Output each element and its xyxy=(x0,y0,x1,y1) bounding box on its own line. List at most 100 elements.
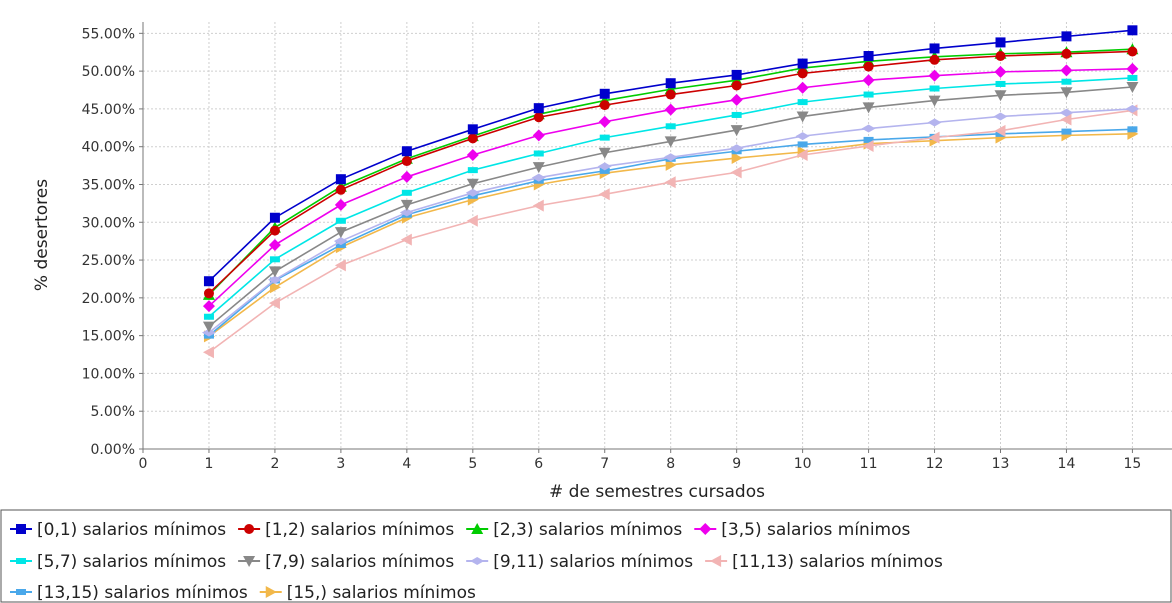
data-point xyxy=(929,54,940,65)
data-point xyxy=(533,150,544,157)
legend: [0,1) salarios mínimos [1,2) salarios mín… xyxy=(10,520,943,603)
data-point xyxy=(203,288,214,299)
data-point xyxy=(268,266,281,278)
data-point xyxy=(531,173,546,182)
data-point xyxy=(532,129,545,142)
x-tick-label: 9 xyxy=(732,456,741,472)
data-point xyxy=(863,136,874,143)
series-8 xyxy=(202,104,1138,359)
y-tick-label: 25.00% xyxy=(82,253,135,269)
y-axis-title: % desertores xyxy=(32,179,52,291)
data-point xyxy=(797,99,808,106)
y-tick-label: 20.00% xyxy=(82,291,135,307)
data-point xyxy=(665,123,676,130)
data-point xyxy=(466,149,479,162)
data-point xyxy=(334,198,347,211)
legend-marker xyxy=(265,586,277,598)
data-point xyxy=(467,124,478,135)
data-point xyxy=(665,89,676,100)
legend-marker xyxy=(710,555,722,567)
series-6 xyxy=(202,81,1139,333)
data-point xyxy=(599,88,610,99)
data-point xyxy=(1061,48,1072,59)
y-tick-label: 10.00% xyxy=(82,366,135,382)
data-point xyxy=(599,167,610,174)
x-tick-label: 13 xyxy=(992,456,1010,472)
data-point xyxy=(1061,128,1072,135)
y-tick-label: 45.00% xyxy=(82,102,135,118)
data-point xyxy=(995,51,1006,62)
data-point xyxy=(862,74,875,87)
y-tick-label: 15.00% xyxy=(82,329,135,345)
data-point xyxy=(335,174,346,185)
data-point xyxy=(202,300,215,313)
data-point xyxy=(202,346,214,359)
data-point xyxy=(269,225,280,236)
x-tick-label: 7 xyxy=(600,456,609,472)
series-1 xyxy=(203,25,1138,287)
data-point xyxy=(665,158,677,171)
y-tick-label: 55.00% xyxy=(82,26,135,42)
data-point xyxy=(401,146,412,157)
series-5 xyxy=(203,74,1138,320)
y-tick-label: 5.00% xyxy=(91,404,135,420)
data-point xyxy=(927,118,942,127)
legend-box xyxy=(0,509,1172,603)
data-point xyxy=(201,328,216,337)
data-point xyxy=(731,80,742,91)
data-point xyxy=(796,149,808,162)
data-point xyxy=(1060,87,1073,99)
data-point xyxy=(203,276,214,287)
data-point xyxy=(663,153,678,162)
legend-label: [0,1) salarios mínimos xyxy=(37,520,226,540)
x-tick-label: 10 xyxy=(794,456,812,472)
legend-item: [13,15) salarios mínimos xyxy=(10,583,248,603)
legend-item: [2,3) salarios mínimos xyxy=(466,520,682,540)
data-point xyxy=(994,90,1007,102)
data-point xyxy=(861,124,876,133)
y-tick-label: 30.00% xyxy=(82,215,135,231)
data-point xyxy=(1127,46,1138,57)
data-point xyxy=(796,111,809,123)
data-point xyxy=(665,78,676,89)
data-point xyxy=(599,134,610,141)
data-point xyxy=(335,184,346,195)
series-2 xyxy=(203,46,1138,299)
data-point xyxy=(203,313,214,320)
data-point xyxy=(994,65,1007,78)
data-point xyxy=(1127,25,1138,36)
data-point xyxy=(466,178,479,190)
x-tick-label: 6 xyxy=(534,456,543,472)
data-point xyxy=(928,131,940,144)
data-point xyxy=(731,111,742,118)
legend-item: [0,1) salarios mínimos xyxy=(10,520,226,540)
data-point xyxy=(599,100,610,111)
legend-marker xyxy=(243,556,256,567)
data-point xyxy=(1127,126,1138,133)
x-tick-label: 15 xyxy=(1124,456,1142,472)
data-point xyxy=(1126,62,1139,75)
data-point xyxy=(597,162,612,171)
legend-item: [7,9) salarios mínimos xyxy=(238,552,454,572)
data-point xyxy=(467,167,478,174)
data-point xyxy=(993,112,1008,121)
data-point xyxy=(269,212,280,223)
legend-marker xyxy=(699,523,712,535)
data-point xyxy=(401,156,412,167)
data-point xyxy=(532,199,544,212)
data-point xyxy=(466,214,478,227)
data-point xyxy=(1061,78,1072,85)
data-point xyxy=(1059,108,1074,117)
data-point xyxy=(467,133,478,144)
legend-item: [11,13) salarios mínimos xyxy=(705,552,943,572)
y-tick-label: 50.00% xyxy=(82,64,135,80)
data-point xyxy=(664,136,677,148)
data-point xyxy=(731,152,743,165)
legend-item: [15,) salarios mínimos xyxy=(259,583,476,603)
data-point xyxy=(928,95,941,107)
x-tick-label: 14 xyxy=(1058,456,1076,472)
legend-marker xyxy=(471,523,484,534)
data-point xyxy=(1125,104,1140,113)
x-tick-label: 11 xyxy=(860,456,878,472)
data-point xyxy=(598,147,611,159)
